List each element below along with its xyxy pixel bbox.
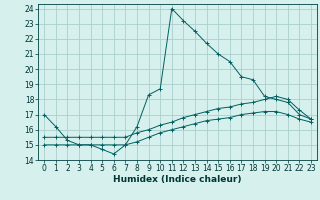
X-axis label: Humidex (Indice chaleur): Humidex (Indice chaleur) — [113, 175, 242, 184]
